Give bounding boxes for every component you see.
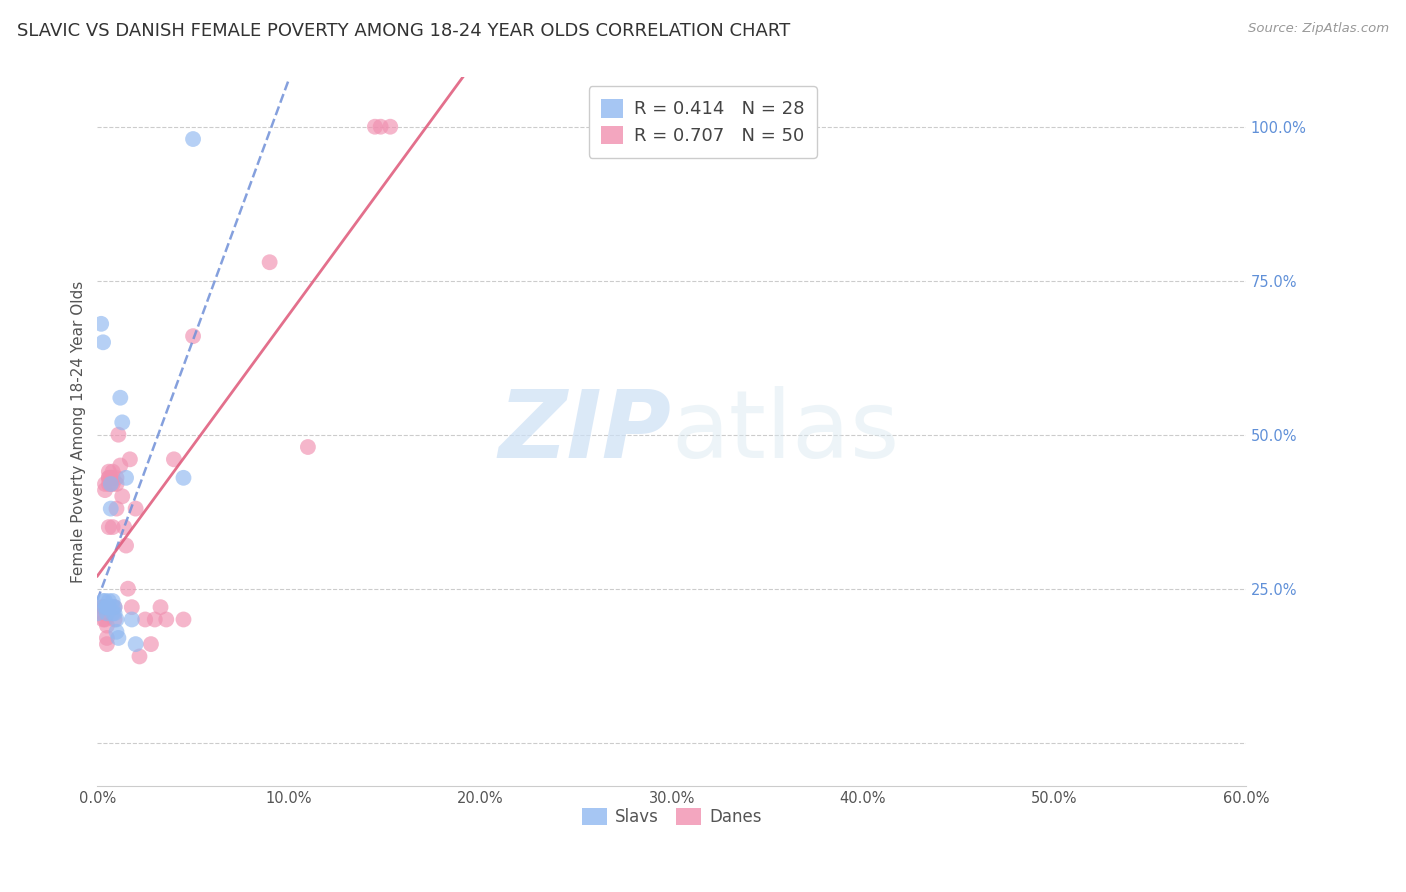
Point bbox=[107, 631, 129, 645]
Point bbox=[100, 477, 122, 491]
Point bbox=[105, 471, 128, 485]
Point bbox=[370, 120, 392, 134]
Text: Source: ZipAtlas.com: Source: ZipAtlas.com bbox=[1249, 22, 1389, 36]
Point bbox=[259, 255, 281, 269]
Point bbox=[105, 624, 128, 639]
Point bbox=[100, 477, 122, 491]
Point bbox=[105, 477, 128, 491]
Legend: Slavs, Danes: Slavs, Danes bbox=[574, 799, 770, 834]
Point bbox=[103, 600, 125, 615]
Point bbox=[96, 631, 118, 645]
Point bbox=[121, 600, 143, 615]
Point bbox=[181, 132, 204, 146]
Point bbox=[97, 471, 120, 485]
Point bbox=[105, 612, 128, 626]
Point bbox=[103, 600, 125, 615]
Point bbox=[297, 440, 319, 454]
Point bbox=[101, 477, 124, 491]
Point bbox=[107, 427, 129, 442]
Point bbox=[94, 600, 117, 615]
Point bbox=[100, 501, 122, 516]
Point bbox=[155, 612, 177, 626]
Point bbox=[94, 600, 117, 615]
Point bbox=[91, 612, 114, 626]
Point bbox=[97, 594, 120, 608]
Point bbox=[96, 600, 118, 615]
Point bbox=[124, 501, 146, 516]
Point bbox=[96, 618, 118, 632]
Point bbox=[94, 483, 117, 497]
Text: atlas: atlas bbox=[672, 385, 900, 477]
Point bbox=[94, 594, 117, 608]
Point bbox=[97, 520, 120, 534]
Point bbox=[115, 471, 138, 485]
Point bbox=[91, 335, 114, 350]
Point bbox=[101, 471, 124, 485]
Text: SLAVIC VS DANISH FEMALE POVERTY AMONG 18-24 YEAR OLDS CORRELATION CHART: SLAVIC VS DANISH FEMALE POVERTY AMONG 18… bbox=[17, 22, 790, 40]
Point bbox=[117, 582, 139, 596]
Point bbox=[380, 120, 402, 134]
Point bbox=[103, 612, 125, 626]
Point bbox=[173, 612, 195, 626]
Point bbox=[105, 501, 128, 516]
Point bbox=[101, 594, 124, 608]
Point bbox=[115, 539, 138, 553]
Point bbox=[110, 391, 132, 405]
Point bbox=[110, 458, 132, 473]
Point bbox=[97, 471, 120, 485]
Point bbox=[101, 600, 124, 615]
Point bbox=[97, 600, 120, 615]
Point bbox=[91, 607, 114, 621]
Point bbox=[100, 471, 122, 485]
Point bbox=[101, 520, 124, 534]
Point bbox=[173, 471, 195, 485]
Point bbox=[163, 452, 186, 467]
Point bbox=[111, 489, 134, 503]
Point bbox=[90, 317, 112, 331]
Point bbox=[143, 612, 166, 626]
Point bbox=[101, 465, 124, 479]
Point bbox=[101, 607, 124, 621]
Point bbox=[111, 416, 134, 430]
Point bbox=[134, 612, 156, 626]
Y-axis label: Female Poverty Among 18-24 Year Olds: Female Poverty Among 18-24 Year Olds bbox=[72, 280, 86, 582]
Point bbox=[181, 329, 204, 343]
Text: ZIP: ZIP bbox=[499, 385, 672, 477]
Point bbox=[94, 477, 117, 491]
Point bbox=[118, 452, 141, 467]
Point bbox=[96, 600, 118, 615]
Point bbox=[121, 612, 143, 626]
Point bbox=[139, 637, 162, 651]
Point bbox=[364, 120, 387, 134]
Point bbox=[112, 520, 135, 534]
Point bbox=[97, 477, 120, 491]
Point bbox=[90, 600, 112, 615]
Point bbox=[149, 600, 172, 615]
Point bbox=[91, 594, 114, 608]
Point bbox=[97, 465, 120, 479]
Point bbox=[91, 600, 114, 615]
Point bbox=[128, 649, 150, 664]
Point bbox=[86, 607, 108, 621]
Point bbox=[94, 612, 117, 626]
Point bbox=[96, 607, 118, 621]
Point bbox=[103, 607, 125, 621]
Point bbox=[96, 637, 118, 651]
Point bbox=[124, 637, 146, 651]
